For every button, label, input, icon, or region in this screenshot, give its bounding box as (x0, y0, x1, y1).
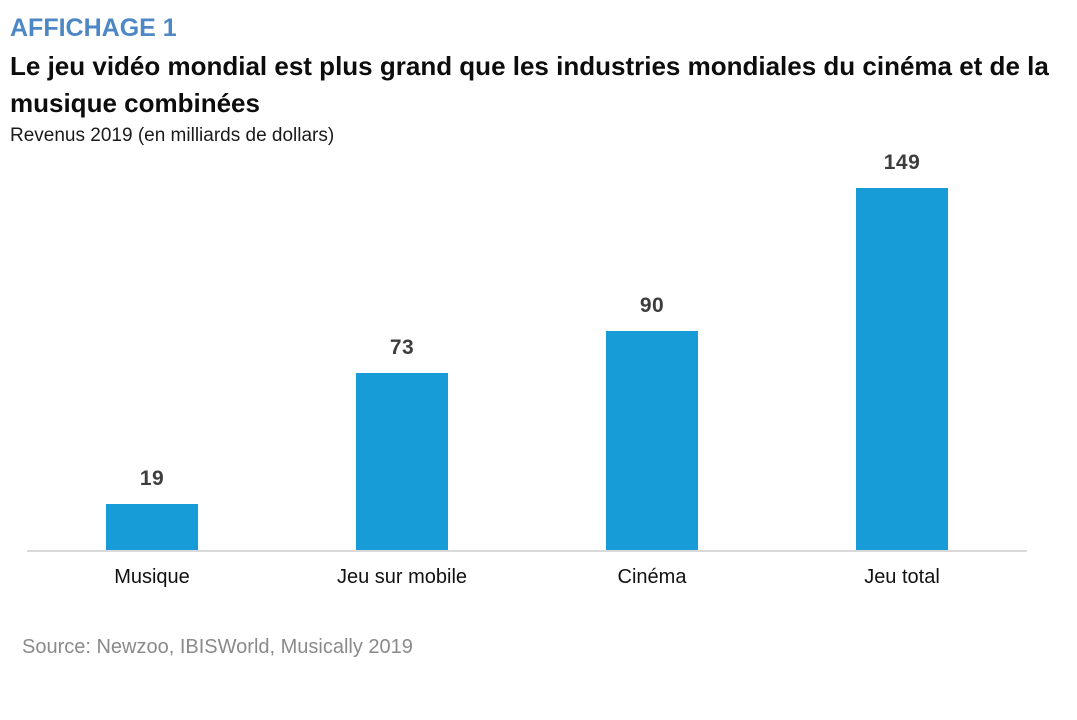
chart-title: Le jeu vidéo mondial est plus grand que … (10, 51, 1049, 118)
bar-jeu-sur-mobile (356, 372, 448, 550)
x-axis-label-cinema: Cinéma (617, 565, 687, 588)
plot-area: 19 73 90 149 (27, 147, 1027, 550)
chart-subtitle: Revenus 2019 (en milliards de dollars) (10, 124, 335, 146)
x-axis-label-jeu-sur-mobile: Jeu sur mobile (336, 565, 468, 588)
bar-column-cinema: 90 (527, 294, 777, 550)
bar-musique (106, 503, 198, 550)
bar-value-label-cinema: 90 (639, 293, 665, 317)
bar-column-musique: 19 (27, 467, 277, 550)
bar-cinema (606, 330, 698, 550)
bar-column-jeu-sur-mobile: 73 (277, 336, 527, 550)
bar-value-label-jeu-sur-mobile: 73 (389, 335, 415, 359)
x-axis-label-musique: Musique (114, 565, 190, 588)
bar-value-label-jeu-total: 149 (883, 150, 921, 174)
bar-column-jeu-total: 149 (777, 151, 1027, 550)
bar-jeu-total (856, 187, 948, 550)
bar-value-label-musique: 19 (139, 466, 165, 490)
x-axis-labels: Musique Jeu sur mobile Cinéma Jeu total (27, 566, 1027, 589)
x-axis-line (27, 549, 1027, 552)
exhibit-label: AFFICHAGE 1 (10, 14, 177, 42)
bar-chart: 19 73 90 149 Musique Jeu sur mobile Cinéma Jeu… (27, 147, 1027, 589)
source-note: Source: Newzoo, IBISWorld, Musically 201… (22, 635, 413, 658)
x-axis-label-jeu-total: Jeu total (864, 565, 940, 588)
